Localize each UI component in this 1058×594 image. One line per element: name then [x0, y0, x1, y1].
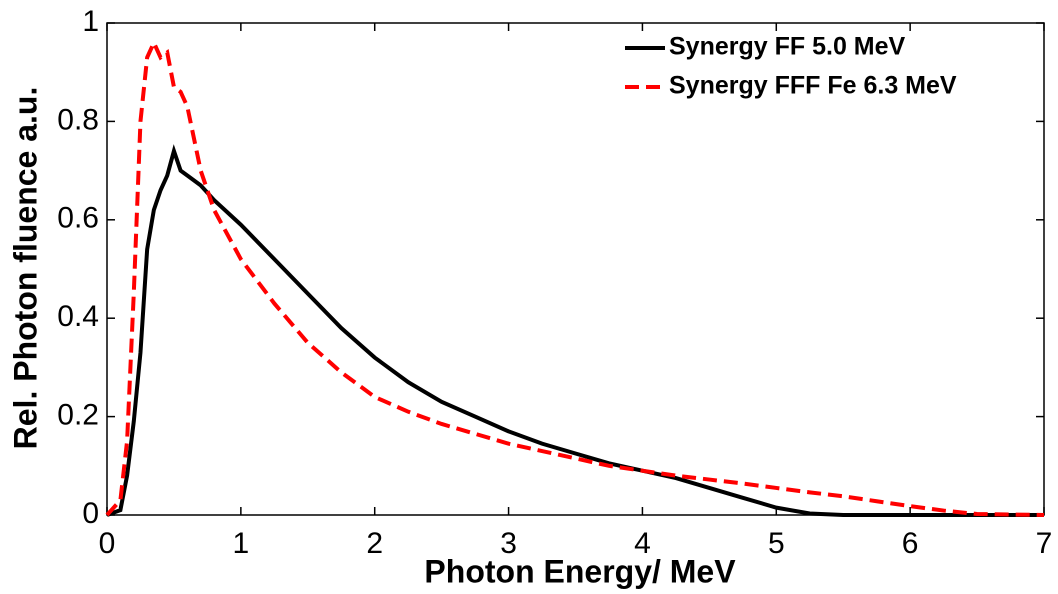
y-tick-label: 0.4: [57, 300, 99, 333]
y-tick-label: 0.2: [57, 399, 99, 432]
x-tick-label: 0: [99, 527, 116, 560]
legend-label: Synergy FF 5.0 MeV: [669, 33, 906, 61]
x-tick-label: 3: [500, 527, 517, 560]
x-tick-label: 4: [634, 527, 651, 560]
series-line: [106, 144, 1044, 517]
series-line: [105, 37, 1045, 517]
x-tick-label: 6: [902, 527, 919, 560]
x-tick-label: 7: [1036, 527, 1053, 560]
plot-frame: [106, 22, 1045, 516]
y-tick-label: 0: [82, 497, 99, 530]
y-tick-label: 0.6: [57, 202, 99, 235]
x-axis-label: Photon Energy/ MeV: [424, 553, 736, 589]
x-tick-label: 1: [233, 527, 250, 560]
x-tick-label: 5: [768, 527, 785, 560]
legend-label: Synergy FFF Fe 6.3 MeV: [669, 72, 957, 100]
x-tick-label: 2: [366, 527, 383, 560]
y-tick-label: 0.8: [57, 103, 99, 136]
y-tick-label: 1: [82, 5, 99, 38]
y-axis-label: Rel. Photon fluence a.u.: [7, 87, 43, 450]
